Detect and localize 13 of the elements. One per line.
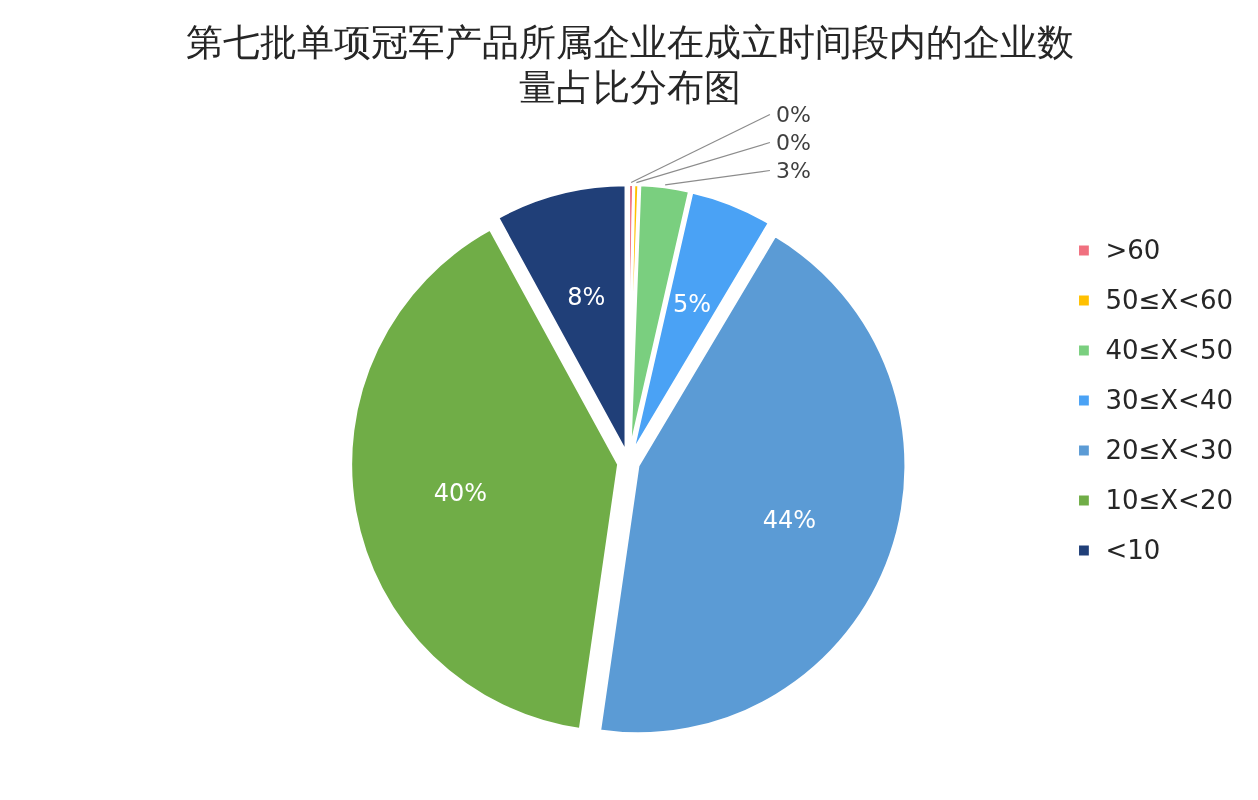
legend-label: 40≤X<50 <box>1105 335 1233 365</box>
legend-label: 10≤X<20 <box>1105 485 1233 515</box>
data-label: 0% <box>775 130 811 155</box>
legend-label: <10 <box>1105 535 1161 565</box>
data-label: 44% <box>762 505 817 534</box>
data-label: 40% <box>433 478 488 507</box>
legend-label: 50≤X<60 <box>1105 285 1233 315</box>
legend-label: 30≤X<40 <box>1105 385 1233 415</box>
data-label: 5% <box>672 289 712 318</box>
legend-label: 20≤X<30 <box>1105 435 1233 465</box>
legend-label: >60 <box>1105 235 1161 265</box>
data-label: 8% <box>567 283 606 311</box>
data-label: 3% <box>775 158 811 183</box>
